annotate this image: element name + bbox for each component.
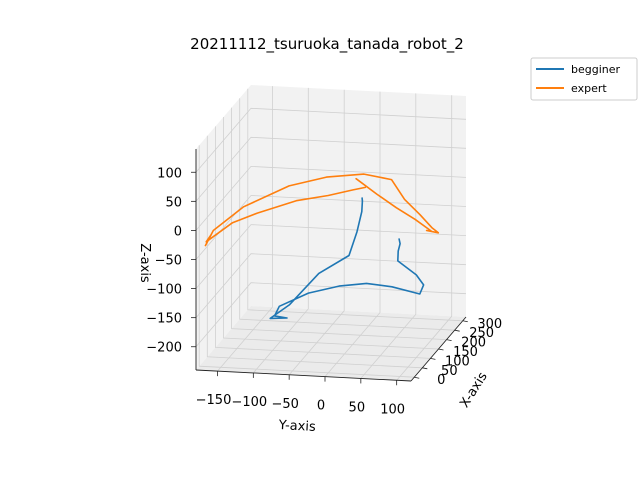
grid-line-z <box>195 195 467 260</box>
legend-label-expert: expert <box>571 82 607 95</box>
grid-lines <box>195 86 467 381</box>
grid-line-z <box>195 224 467 289</box>
grid-line-x <box>247 88 463 322</box>
x-tick-label: 50 <box>441 364 458 379</box>
y-tick-label: 50 <box>349 400 366 415</box>
y-tick-label: −50 <box>271 397 298 412</box>
data-series <box>204 173 440 320</box>
x-tick-label: 300 <box>477 317 502 332</box>
legend-label-begginer: begginer <box>571 63 621 76</box>
grid-line-x <box>223 117 439 350</box>
series-line-begginer <box>269 197 425 320</box>
grid-line-y <box>288 89 345 376</box>
y-tick-label: 100 <box>380 402 405 417</box>
grid-line-x <box>198 145 415 378</box>
legend: begginer expert <box>530 57 638 101</box>
y-axis-line <box>195 369 412 382</box>
x-tick-label: 200 <box>461 336 486 351</box>
x-tick-label: 150 <box>453 345 478 360</box>
x-axis-label: X-axis <box>457 369 491 410</box>
grid-line-y <box>252 87 309 374</box>
series-line-expert <box>204 173 440 247</box>
grid-line-z <box>195 165 467 231</box>
grid-line-z <box>195 107 467 173</box>
x-tick-mark <box>422 367 428 370</box>
x-tick-label: 0 <box>437 373 445 388</box>
x-tick-label: 250 <box>469 326 494 341</box>
z-tick-label: −100 <box>146 283 182 298</box>
grid-line-z <box>195 282 467 347</box>
x-tick-mark <box>430 358 436 360</box>
z-tick-label: −50 <box>155 254 182 269</box>
x-tick-mark <box>462 320 468 323</box>
grid-line-x <box>239 98 455 331</box>
grid-line-x <box>214 126 431 359</box>
axis-edges <box>191 149 468 386</box>
z-tick-label: 50 <box>165 195 182 210</box>
chart-title: 20211112_tsuruoka_tanada_robot_2 <box>190 35 464 54</box>
grid-line-x <box>231 107 447 340</box>
grid-line-z <box>195 136 467 202</box>
y-tick-label: −150 <box>196 393 232 408</box>
x-tick-mark <box>414 376 420 379</box>
y-axis-label: Y-axis <box>277 418 316 435</box>
grid-line-y <box>396 95 453 381</box>
x-tick-mark <box>454 329 460 332</box>
x-tick-label: 100 <box>445 354 470 369</box>
grid-line-y <box>324 91 381 377</box>
x-tick-mark <box>438 348 444 351</box>
grid-line-y <box>217 86 273 372</box>
x-tick-mark <box>446 339 452 341</box>
grid-line-z <box>195 253 467 318</box>
grid-line-y <box>360 93 417 379</box>
y-tick-label: −100 <box>231 395 267 410</box>
z-axis-label: Z-axis <box>137 243 152 283</box>
grid-line-x <box>206 135 423 369</box>
z-tick-label: 0 <box>174 224 182 239</box>
z-tick-label: −200 <box>146 341 182 356</box>
z-tick-label: −150 <box>146 312 182 327</box>
z-tick-label: 100 <box>157 166 182 181</box>
axis-panes <box>196 85 466 381</box>
y-tick-label: 0 <box>317 399 325 414</box>
